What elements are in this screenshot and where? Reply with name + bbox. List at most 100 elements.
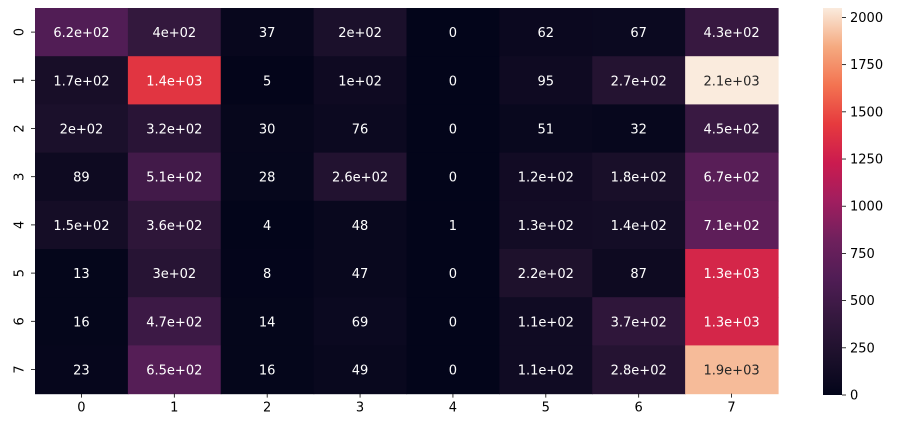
heatmap-cell-4-4 xyxy=(406,200,500,250)
x-tick-label-4: 4 xyxy=(449,401,457,416)
cell-label-3-0: 89 xyxy=(73,171,90,186)
colorbar-tick-label-8: 2000 xyxy=(850,11,883,26)
heatmap-cell-1-1 xyxy=(127,56,222,105)
cell-label-5-6: 87 xyxy=(630,267,647,282)
cell-label-6-2: 14 xyxy=(259,315,276,330)
heatmap-cell-2-0 xyxy=(35,104,129,154)
cell-label-7-3: 49 xyxy=(352,364,369,379)
colorbar-tick-label-3: 750 xyxy=(850,247,875,262)
cell-label-2-5: 51 xyxy=(538,123,555,138)
cell-label-6-6: 3.7e+02 xyxy=(611,315,667,330)
heatmap-cell-4-3 xyxy=(313,200,408,250)
x-tick-label-0: 0 xyxy=(77,401,85,416)
heatmap-cell-7-6 xyxy=(592,345,686,395)
heatmap-cell-0-4 xyxy=(406,8,500,57)
heatmap-cell-2-5 xyxy=(499,104,593,154)
cell-label-6-4: 0 xyxy=(449,315,457,330)
heatmap-cell-4-2 xyxy=(220,200,315,250)
heatmap-cell-0-1 xyxy=(127,8,222,57)
cell-label-6-5: 1.1e+02 xyxy=(518,315,574,330)
y-axis: 0 1 2 3 4 5 6 7 xyxy=(13,28,35,374)
cell-label-0-2: 37 xyxy=(259,26,276,41)
heatmap-cell-1-7 xyxy=(685,56,779,105)
cell-label-7-6: 2.8e+02 xyxy=(611,364,667,379)
y-tick-label-3: 3 xyxy=(13,173,28,181)
x-axis: 0 1 2 3 4 5 6 7 xyxy=(77,393,736,416)
heatmap-cell-2-2 xyxy=(220,104,315,154)
heatmap-cell-3-3 xyxy=(313,152,408,202)
cell-label-1-3: 1e+02 xyxy=(338,74,382,89)
heatmap-cell-5-4 xyxy=(406,249,500,298)
heatmap-cell-7-4 xyxy=(406,345,500,395)
cell-label-6-7: 1.3e+03 xyxy=(704,315,760,330)
heatmap-cell-3-7 xyxy=(685,152,779,202)
cell-label-4-2: 4 xyxy=(263,219,271,234)
heatmap-cell-4-6 xyxy=(592,200,686,250)
heatmap-cell-1-0 xyxy=(35,56,129,105)
cell-label-6-3: 69 xyxy=(352,315,369,330)
cell-label-7-1: 6.5e+02 xyxy=(146,364,202,379)
heatmap-cell-2-4 xyxy=(406,104,500,154)
heatmap-cell-7-1 xyxy=(127,345,222,395)
heatmap-cell-7-0 xyxy=(35,345,129,395)
y-tick-label-5: 5 xyxy=(13,269,28,277)
cell-label-2-3: 76 xyxy=(352,123,369,138)
colorbar-tick-label-1: 250 xyxy=(850,341,875,356)
heatmap-cell-2-3 xyxy=(313,104,408,154)
cell-label-0-1: 4e+02 xyxy=(152,26,196,41)
heatmap-cell-3-0 xyxy=(35,152,129,202)
cell-label-2-2: 30 xyxy=(259,123,276,138)
x-tick-label-7: 7 xyxy=(727,401,735,416)
y-tick-label-1: 1 xyxy=(13,76,28,84)
cell-label-0-5: 62 xyxy=(538,26,555,41)
cell-label-5-5: 2.2e+02 xyxy=(518,267,574,282)
cell-label-5-7: 1.3e+03 xyxy=(704,267,760,282)
cell-label-0-4: 0 xyxy=(449,26,457,41)
cell-label-0-0: 6.2e+02 xyxy=(53,26,109,41)
heatmap-cell-5-7 xyxy=(685,249,779,298)
cell-label-3-7: 6.7e+02 xyxy=(704,171,760,186)
heatmap-cell-0-7 xyxy=(685,8,779,57)
cell-label-1-1: 1.4e+03 xyxy=(146,74,202,89)
cell-label-5-2: 8 xyxy=(263,267,271,282)
cell-label-4-0: 1.5e+02 xyxy=(53,219,109,234)
heatmap-cell-6-7 xyxy=(685,297,779,346)
colorbar-gradient xyxy=(823,8,842,395)
cell-label-6-1: 4.7e+02 xyxy=(146,315,202,330)
x-tick-label-5: 5 xyxy=(542,401,550,416)
cell-label-1-6: 2.7e+02 xyxy=(611,74,667,89)
heatmap-cell-6-6 xyxy=(592,297,686,346)
cell-label-2-0: 2e+02 xyxy=(60,123,104,138)
heatmap-cell-7-7 xyxy=(685,345,779,395)
cell-label-2-1: 3.2e+02 xyxy=(146,123,202,138)
cell-label-1-7: 2.1e+03 xyxy=(704,74,760,89)
heatmap-cell-6-5 xyxy=(499,297,593,346)
heatmap-cell-0-3 xyxy=(313,8,408,57)
cell-label-7-2: 16 xyxy=(259,364,276,379)
cell-label-6-0: 16 xyxy=(73,315,90,330)
heatmap-cell-6-3 xyxy=(313,297,408,346)
heatmap-cell-5-0 xyxy=(35,249,129,298)
heatmap-cell-2-1 xyxy=(127,104,222,154)
heatmap-cell-5-2 xyxy=(220,249,315,298)
cell-label-1-2: 5 xyxy=(263,74,271,89)
heatmap-cell-6-4 xyxy=(406,297,500,346)
heatmap-cell-7-3 xyxy=(313,345,408,395)
colorbar-tick-label-7: 1750 xyxy=(850,58,883,73)
cell-label-0-3: 2e+02 xyxy=(338,26,382,41)
heatmap-cell-1-4 xyxy=(406,56,500,105)
cell-label-7-7: 1.9e+03 xyxy=(704,364,760,379)
heatmap-cell-1-2 xyxy=(220,56,315,105)
heatmap-cell-4-7 xyxy=(685,200,779,250)
cell-label-5-4: 0 xyxy=(449,267,457,282)
cell-label-3-1: 5.1e+02 xyxy=(146,171,202,186)
heatmap-cell-5-6 xyxy=(592,249,686,298)
heatmap-cell-0-6 xyxy=(592,8,686,57)
heatmap-cell-3-6 xyxy=(592,152,686,202)
cell-label-2-4: 0 xyxy=(449,123,457,138)
heatmap-cell-3-1 xyxy=(127,152,222,202)
cell-label-7-5: 1.1e+02 xyxy=(518,364,574,379)
cell-label-3-4: 0 xyxy=(449,171,457,186)
heatmap-cell-3-2 xyxy=(220,152,315,202)
